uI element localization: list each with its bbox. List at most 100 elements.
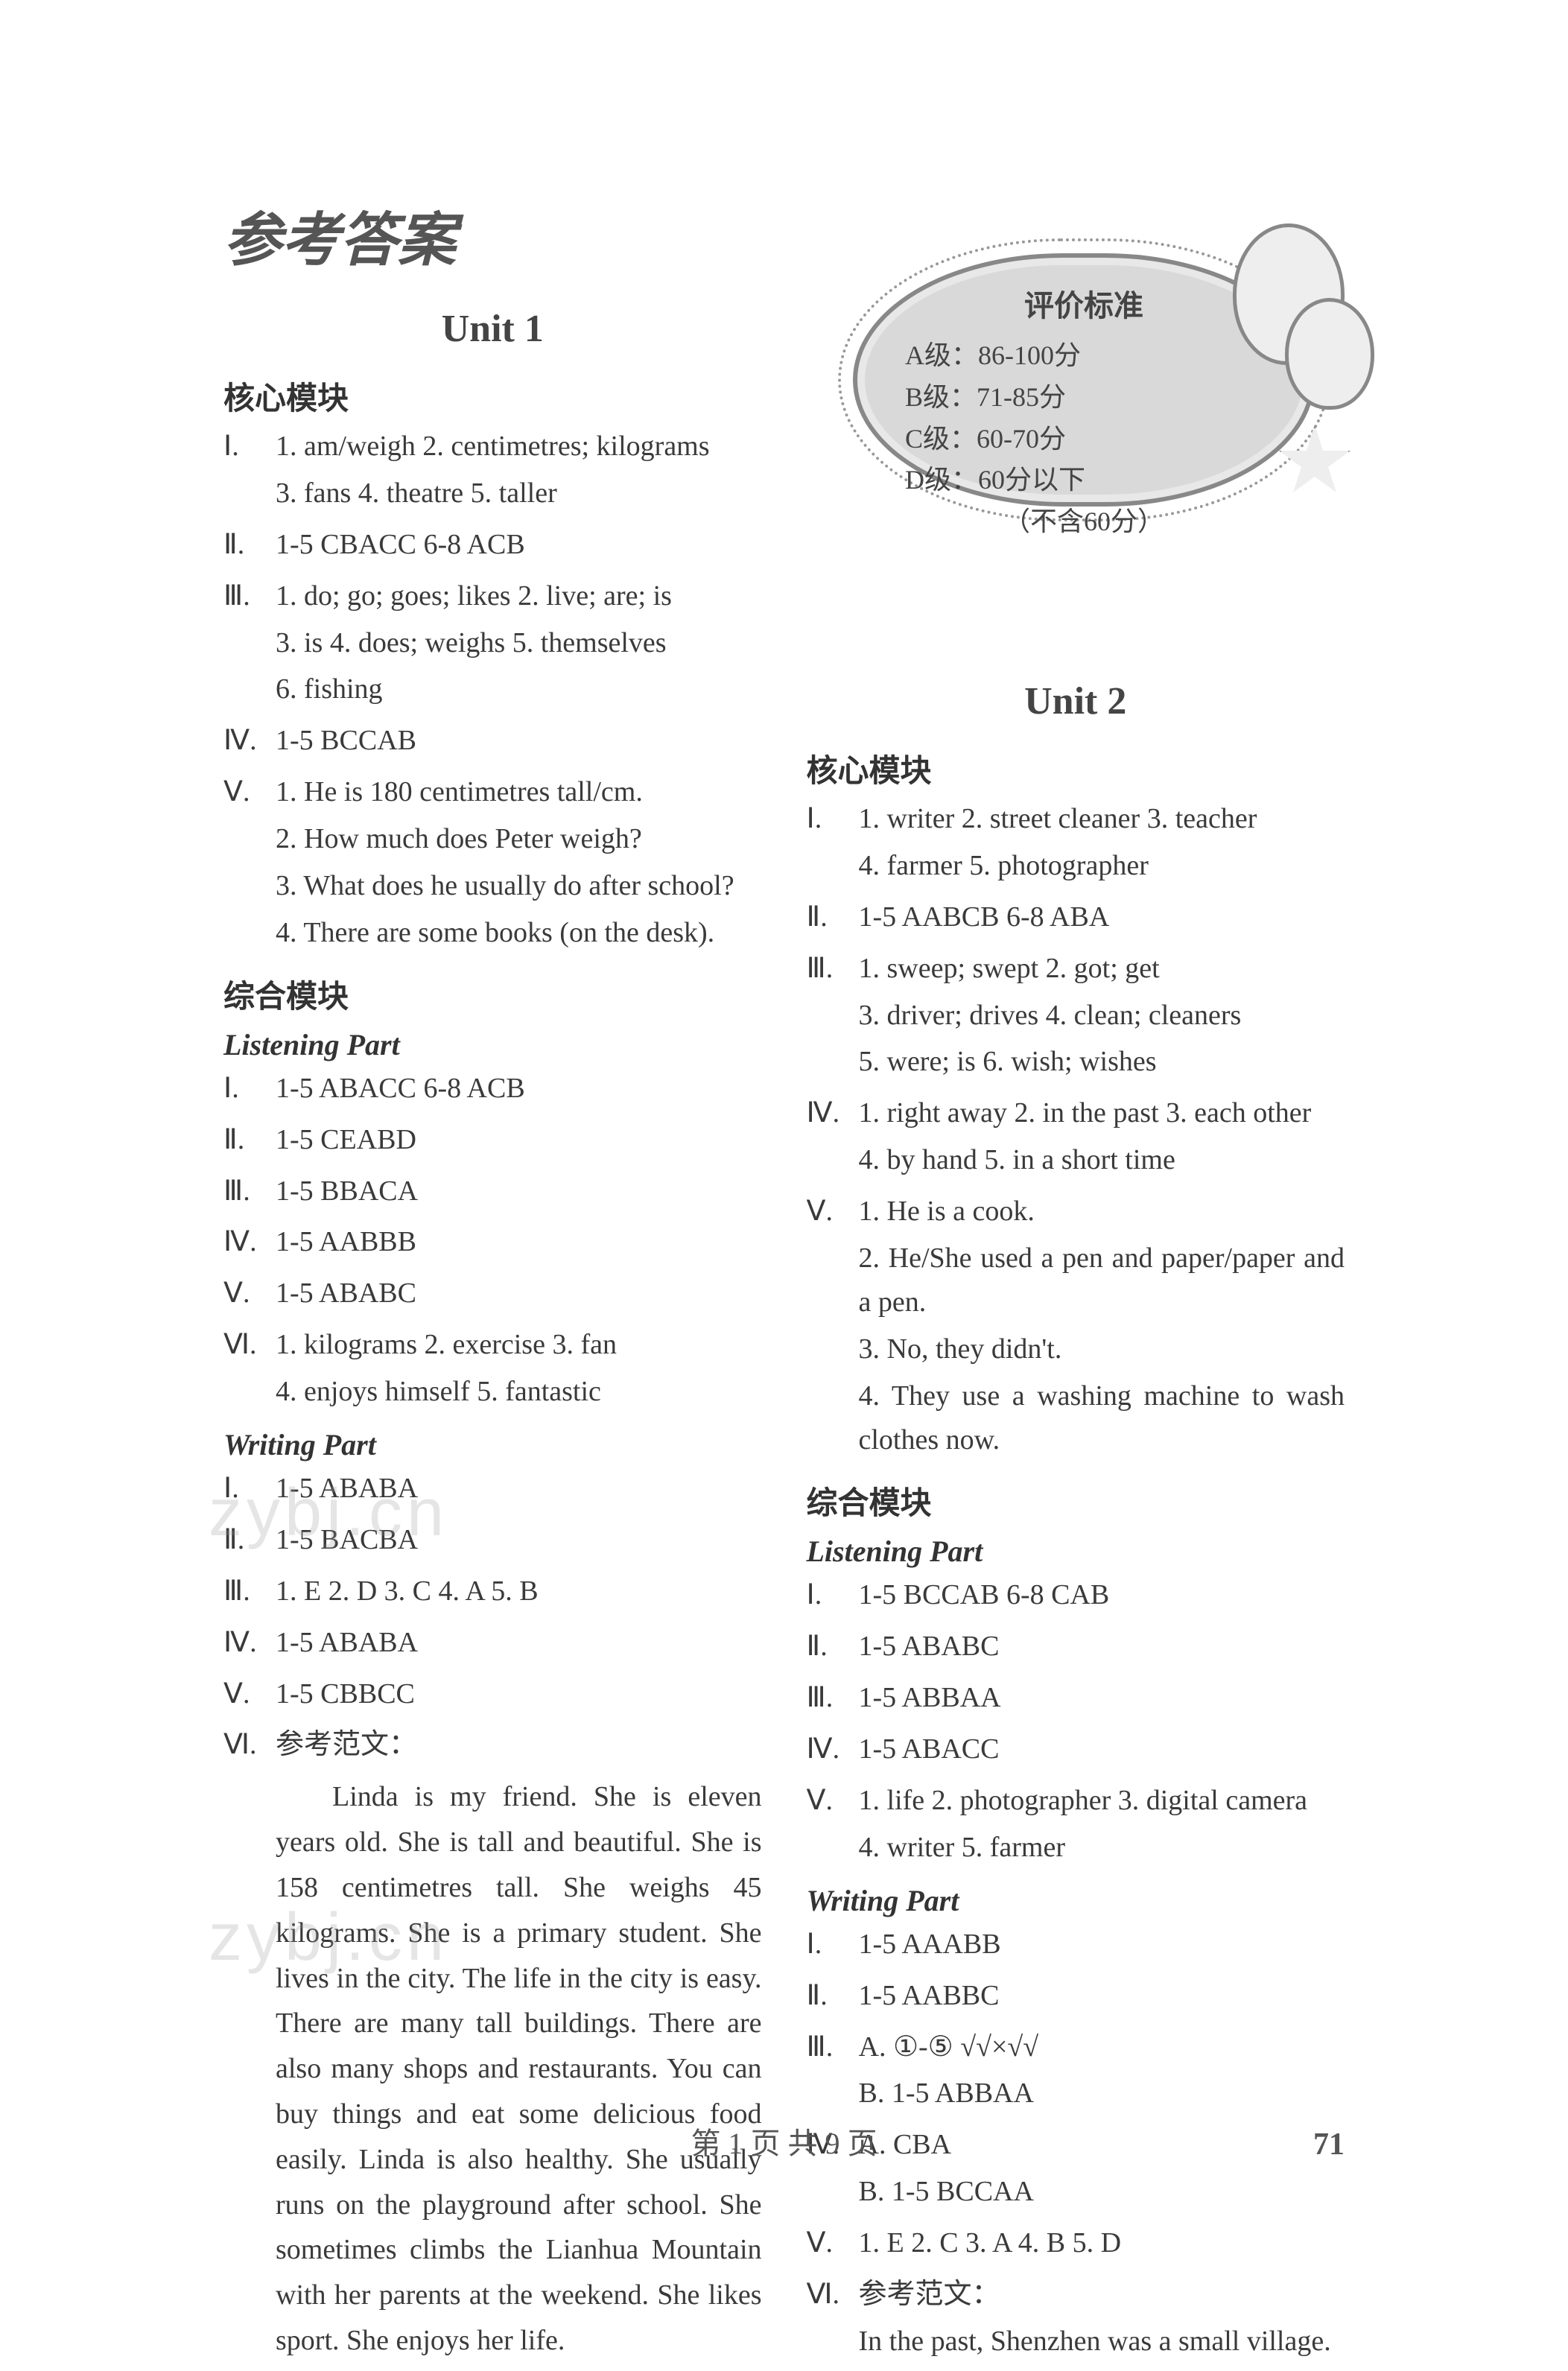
answer-item: Ⅱ.1-5 CBACC 6-8 ACB (223, 523, 762, 570)
answer-line: 3. What does he usually do after school? (276, 864, 762, 908)
answer-item: Ⅳ.1. right away 2. in the past 3. each o… (807, 1091, 1345, 1185)
answer-content: 1-5 ABBAA (859, 1676, 1345, 1723)
answer-content: 参考范文： (276, 1723, 762, 1770)
answer-line: 1-5 ABABA (276, 1621, 762, 1665)
answer-line: 1. sweep; swept 2. got; get (859, 947, 1345, 991)
right-column: Unit 2 核心模块 Ⅰ.1. writer 2. street cleane… (807, 299, 1345, 2371)
core-block: Ⅰ.1. writer 2. street cleaner 3. teacher… (807, 797, 1345, 1464)
answer-line: 5. were; is 6. wish; wishes (859, 1040, 1345, 1084)
answer-content: 1. E 2. D 3. C 4. A 5. B (276, 1569, 762, 1616)
roman-numeral: Ⅰ. (223, 1467, 276, 1511)
answer-content: 1-5 ABACC 6-8 ACB (276, 1067, 762, 1114)
grading-text: 评价标准 A级：86-100分 B级：71-85分 C级：60-70分 D级：6… (905, 283, 1263, 543)
roman-numeral: Ⅱ. (223, 1518, 276, 1562)
answer-item: Ⅳ.1-5 ABABA (223, 1621, 762, 1668)
roman-numeral: Ⅲ. (223, 1569, 276, 1613)
answer-line: 1-5 CBBCC (276, 1672, 762, 1716)
roman-numeral: Ⅰ. (807, 1573, 859, 1617)
roman-numeral: Ⅰ. (807, 1923, 859, 1967)
answer-item: Ⅱ.1-5 CEABD (223, 1118, 762, 1165)
answer-line: 4. farmer 5. photographer (859, 844, 1345, 888)
answer-line: 1-5 BCCAB (276, 719, 762, 763)
answer-content: 参考范文：In the past, Shenzhen was a small v… (859, 2273, 1345, 2367)
answer-line: 1-5 ABACC (859, 1727, 1345, 1771)
answer-line: 3. No, they didn't. (859, 1327, 1345, 1371)
answer-line: 1-5 BACBA (276, 1518, 762, 1562)
answer-line: 4. There are some books (on the desk). (276, 911, 762, 955)
answer-line: 1. am/weigh 2. centimetres; kilograms (276, 425, 762, 469)
listen-block: Ⅰ.1-5 ABACC 6-8 ACBⅡ.1-5 CEABDⅢ.1-5 BBAC… (223, 1067, 762, 1417)
answer-content: 1-5 BBACA (276, 1169, 762, 1216)
grading-row: （不含60分） (905, 501, 1263, 543)
answer-line: 1. E 2. D 3. C 4. A 5. B (276, 1569, 762, 1613)
answer-content: 1-5 ABABA (276, 1621, 762, 1668)
roman-numeral: Ⅳ. (807, 1091, 859, 1135)
answer-line: 4. enjoys himself 5. fantastic (276, 1370, 762, 1414)
roman-numeral: Ⅵ. (223, 1323, 276, 1367)
answer-line: In the past, Shenzhen was a small villag… (859, 2320, 1345, 2364)
answer-content: 1. He is 180 centimetres tall/cm.2. How … (276, 770, 762, 958)
roman-numeral: Ⅴ. (807, 2221, 859, 2265)
answer-content: 1-5 ABABA (276, 1467, 762, 1514)
answer-item: Ⅱ.1-5 AABCB 6-8 ABA (807, 895, 1345, 942)
answer-item: Ⅰ.1-5 BCCAB 6-8 CAB (807, 1573, 1345, 1620)
answer-content: 1. right away 2. in the past 3. each oth… (859, 1091, 1345, 1185)
answer-item: Ⅴ.1. E 2. C 3. A 4. B 5. D (807, 2221, 1345, 2268)
roman-numeral: Ⅰ. (223, 425, 276, 469)
answer-line: 1-5 CEABD (276, 1118, 762, 1162)
answer-item: Ⅰ.1-5 ABABA (223, 1467, 762, 1514)
answer-line: B. 1-5 BCCAA (859, 2170, 1345, 2214)
grading-row: A级：86-100分 (905, 335, 1263, 377)
answer-content: 1-5 ABABC (859, 1625, 1345, 1672)
grading-row: D级：60分以下 (905, 460, 1263, 501)
answer-item: Ⅴ.1. life 2. photographer 3. digital cam… (807, 1779, 1345, 1873)
answer-item: Ⅱ.1-5 AABBC (807, 1974, 1345, 2021)
page-number: 71 (1313, 2127, 1345, 2162)
answer-line: 1-5 AABBB (276, 1220, 762, 1264)
answer-item: Ⅰ.1. writer 2. street cleaner 3. teacher… (807, 797, 1345, 891)
roman-numeral: Ⅱ. (807, 1974, 859, 2018)
answer-content: 1-5 CBACC 6-8 ACB (276, 523, 762, 570)
grading-row: B级：71-85分 (905, 377, 1263, 419)
answer-line: A. ①-⑤ √√×√√ (859, 2025, 1345, 2069)
answer-item: Ⅱ.1-5 BACBA (223, 1518, 762, 1565)
unit-title: Unit 2 (807, 679, 1345, 723)
section-comp: 综合模块 (223, 971, 762, 1017)
answer-content: 1. kilograms 2. exercise 3. fan4. enjoys… (276, 1323, 762, 1417)
answer-item: Ⅱ.1-5 ABABC (807, 1625, 1345, 1672)
answer-item: Ⅲ.1-5 BBACA (223, 1169, 762, 1216)
roman-numeral: Ⅱ. (223, 523, 276, 567)
answer-line: 1-5 BBACA (276, 1169, 762, 1213)
answer-line: 1-5 AABBC (859, 1974, 1345, 2018)
roman-numeral: Ⅴ. (807, 1779, 859, 1823)
answer-item: Ⅴ.1. He is 180 centimetres tall/cm.2. Ho… (223, 770, 762, 958)
answer-content: 1. am/weigh 2. centimetres; kilograms3. … (276, 425, 762, 518)
answer-item: Ⅲ.1. do; go; goes; likes 2. live; are; i… (223, 574, 762, 715)
answer-line: B. 1-5 ABBAA (859, 2072, 1345, 2116)
roman-numeral: Ⅲ. (807, 1676, 859, 1720)
answer-item: Ⅳ.1-5 ABACC (807, 1727, 1345, 1774)
answer-line: 1. right away 2. in the past 3. each oth… (859, 1091, 1345, 1135)
answer-line: 4. by hand 5. in a short time (859, 1138, 1345, 1182)
writing-title: Writing Part (223, 1427, 762, 1462)
answer-line: 1-5 AAABB (859, 1923, 1345, 1967)
answer-item: Ⅴ.1-5 CBBCC (223, 1672, 762, 1719)
answer-line: 1. kilograms 2. exercise 3. fan (276, 1323, 762, 1367)
grading-row: C级：60-70分 (905, 419, 1263, 460)
answer-content: 1-5 CEABD (276, 1118, 762, 1165)
answer-content: 1-5 BACBA (276, 1518, 762, 1565)
roman-numeral: Ⅳ. (223, 719, 276, 763)
answer-line: 1. He is a cook. (859, 1190, 1345, 1234)
answer-item: Ⅰ.1-5 ABACC 6-8 ACB (223, 1067, 762, 1114)
answer-item: Ⅰ.1. am/weigh 2. centimetres; kilograms3… (223, 425, 762, 518)
answer-line: 1-5 AABCB 6-8 ABA (859, 895, 1345, 939)
answer-line: 1. He is 180 centimetres tall/cm. (276, 770, 762, 814)
answer-content: 1-5 BCCAB (276, 719, 762, 766)
left-column: Unit 1 核心模块 Ⅰ.1. am/weigh 2. centimetres… (223, 299, 762, 2371)
roman-numeral: Ⅳ. (223, 1220, 276, 1264)
answer-line: 2. How much does Peter weigh? (276, 817, 762, 861)
answer-item: Ⅲ.1-5 ABBAA (807, 1676, 1345, 1723)
roman-numeral: Ⅳ. (807, 1727, 859, 1771)
section-core: 核心模块 (807, 746, 1345, 791)
roman-numeral: Ⅲ. (807, 2025, 859, 2069)
